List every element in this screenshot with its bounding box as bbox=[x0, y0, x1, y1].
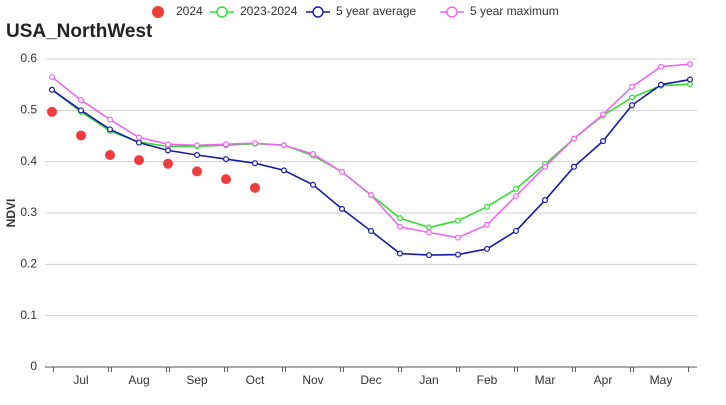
data-point bbox=[512, 185, 519, 192]
data-point bbox=[368, 192, 375, 199]
y-tick-label: 0.4 bbox=[20, 154, 37, 168]
y-tick-label: 0.1 bbox=[20, 308, 37, 322]
data-point bbox=[455, 234, 462, 241]
x-tick-label: Jan bbox=[419, 373, 438, 387]
y-tick-label: 0.3 bbox=[20, 205, 37, 219]
data-dot bbox=[76, 130, 86, 141]
legend-label: 2024 bbox=[176, 4, 203, 18]
data-point bbox=[512, 227, 519, 234]
data-point bbox=[281, 167, 288, 174]
data-point bbox=[397, 223, 404, 230]
data-point bbox=[252, 160, 259, 167]
data-point bbox=[484, 221, 491, 228]
x-tick-label: Sep bbox=[186, 373, 208, 387]
y-tick-label: 0.5 bbox=[20, 103, 37, 117]
legend-marker bbox=[312, 6, 324, 18]
data-point bbox=[397, 250, 404, 257]
data-dot bbox=[134, 155, 144, 166]
data-point bbox=[570, 135, 577, 142]
data-point bbox=[657, 63, 664, 70]
y-tick-label: 0 bbox=[30, 359, 37, 373]
data-point bbox=[48, 73, 55, 80]
x-tick-label: Mar bbox=[535, 373, 556, 387]
x-tick-label: May bbox=[650, 373, 673, 387]
data-point bbox=[310, 150, 317, 157]
data-dot bbox=[250, 182, 260, 193]
data-point bbox=[223, 156, 230, 163]
data-point bbox=[570, 163, 577, 170]
data-point bbox=[426, 252, 433, 259]
data-point bbox=[165, 147, 172, 154]
data-point bbox=[48, 86, 55, 93]
series-line bbox=[51, 63, 691, 239]
y-tick-label: 0.6 bbox=[20, 51, 37, 65]
data-point bbox=[106, 126, 113, 133]
legend-marker bbox=[152, 6, 164, 18]
legend-label: 2023-2024 bbox=[240, 4, 298, 18]
data-point bbox=[339, 168, 346, 175]
data-point bbox=[657, 81, 664, 88]
data-point bbox=[77, 107, 84, 114]
data-point bbox=[339, 205, 346, 212]
data-point bbox=[281, 142, 288, 149]
data-point bbox=[512, 193, 519, 200]
data-dot bbox=[221, 174, 231, 185]
data-point bbox=[455, 217, 462, 224]
x-tick-label: Jul bbox=[73, 373, 88, 387]
legend-marker bbox=[216, 6, 228, 18]
x-tick-label: Oct bbox=[246, 373, 265, 387]
data-point bbox=[165, 141, 172, 148]
x-tick-label: Nov bbox=[302, 373, 323, 387]
y-axis-label: NDVI bbox=[4, 199, 18, 228]
data-point bbox=[484, 203, 491, 210]
data-point bbox=[686, 76, 693, 83]
data-dot bbox=[192, 166, 202, 177]
data-point bbox=[310, 181, 317, 188]
legend-marker bbox=[446, 6, 458, 18]
data-point bbox=[541, 197, 548, 204]
data-point bbox=[599, 111, 606, 118]
data-point bbox=[628, 102, 635, 109]
data-point bbox=[106, 116, 113, 123]
legend-label: 5 year maximum bbox=[470, 4, 559, 18]
data-point bbox=[541, 163, 548, 170]
x-tick-label: Feb bbox=[477, 373, 498, 387]
data-dot bbox=[105, 149, 115, 160]
data-dot bbox=[47, 106, 57, 117]
x-tick-label: Apr bbox=[594, 373, 613, 387]
data-point bbox=[484, 245, 491, 252]
data-dot bbox=[163, 158, 173, 169]
data-point bbox=[252, 140, 259, 147]
data-point bbox=[194, 142, 201, 149]
data-point bbox=[223, 141, 230, 148]
data-point bbox=[136, 134, 143, 141]
data-point bbox=[426, 224, 433, 231]
data-point bbox=[599, 138, 606, 145]
data-point bbox=[77, 97, 84, 104]
y-tick-label: 0.2 bbox=[20, 257, 37, 271]
data-point bbox=[628, 94, 635, 101]
data-point bbox=[426, 229, 433, 236]
data-point bbox=[194, 151, 201, 158]
x-tick-label: Aug bbox=[128, 373, 149, 387]
data-point bbox=[136, 139, 143, 146]
legend-label: 5 year average bbox=[336, 4, 416, 18]
x-tick-label: Dec bbox=[360, 373, 381, 387]
data-point bbox=[628, 83, 635, 90]
data-point bbox=[686, 61, 693, 68]
data-point bbox=[368, 227, 375, 234]
data-point bbox=[455, 251, 462, 258]
series-line bbox=[51, 83, 691, 229]
data-point bbox=[397, 215, 404, 222]
chart-title: USA_NorthWest bbox=[6, 21, 153, 42]
